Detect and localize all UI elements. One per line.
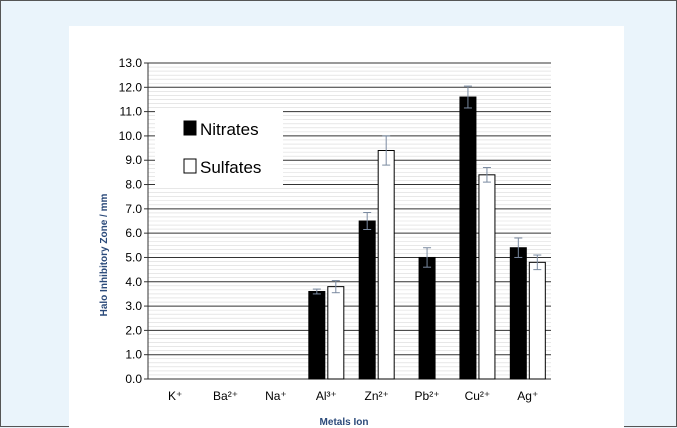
y-axis-title: Halo Inhibitory Zone / mm <box>99 194 110 317</box>
y-tick-label: 6.0 <box>125 226 142 240</box>
y-tick-label: 0.0 <box>125 372 142 386</box>
legend: Nitrates Sulfates <box>155 108 283 186</box>
x-tick-label: K⁺ <box>168 389 182 403</box>
bar-nitrates <box>459 96 477 380</box>
legend-box <box>155 108 283 186</box>
bar-sulfates <box>478 174 496 380</box>
y-tick-label: 8.0 <box>125 178 142 192</box>
x-tick-label: Ag⁺ <box>517 389 538 403</box>
legend-swatch-sulfates <box>183 158 197 174</box>
y-tick-label: 3.0 <box>125 299 142 313</box>
x-tick-label: Zn²⁺ <box>365 389 389 403</box>
legend-swatch-nitrates <box>183 120 197 136</box>
bar-nitrates <box>358 220 376 380</box>
y-tick-label: 9.0 <box>125 153 142 167</box>
bar-sulfates <box>528 261 546 380</box>
y-tick-label: 12.0 <box>119 80 143 94</box>
x-tick-label: Pb²⁺ <box>415 389 440 403</box>
legend-label-sulfates: Sulfates <box>200 158 261 177</box>
error-bars <box>312 85 542 295</box>
bar-nitrates <box>308 290 326 380</box>
x-tick-label: Ba²⁺ <box>213 389 238 403</box>
x-tick-label: Al³⁺ <box>316 389 337 403</box>
bar-nitrates <box>418 256 436 380</box>
bar-sulfates <box>327 286 345 380</box>
x-axis-title: Metals Ion <box>320 417 369 426</box>
x-tick-label: Na⁺ <box>265 389 287 403</box>
y-tick-label: 7.0 <box>125 202 142 216</box>
y-tick-label: 10.0 <box>119 129 143 143</box>
y-tick-label: 5.0 <box>125 250 142 264</box>
legend-label-nitrates: Nitrates <box>200 120 259 139</box>
y-tick-label: 11.0 <box>120 105 143 119</box>
y-tick-label: 4.0 <box>125 275 142 289</box>
bars <box>308 96 546 380</box>
x-tick-label: Cu²⁺ <box>465 389 491 403</box>
y-tick-label: 13.0 <box>119 56 143 70</box>
bar-sulfates <box>377 150 395 380</box>
y-tick-labels: 0.0 1.0 2.0 3.0 4.0 5.0 6.0 7.0 8.0 9.0 10.0 11.0 12… <box>119 56 143 386</box>
bar-nitrates <box>509 247 527 380</box>
x-tick-labels: K⁺ Ba²⁺ Na⁺ Al³⁺ Zn²⁺ Pb²⁺ Cu²⁺ Ag⁺ <box>168 389 538 403</box>
y-tick-label: 1.0 <box>125 348 142 362</box>
y-tick-label: 2.0 <box>125 323 142 337</box>
